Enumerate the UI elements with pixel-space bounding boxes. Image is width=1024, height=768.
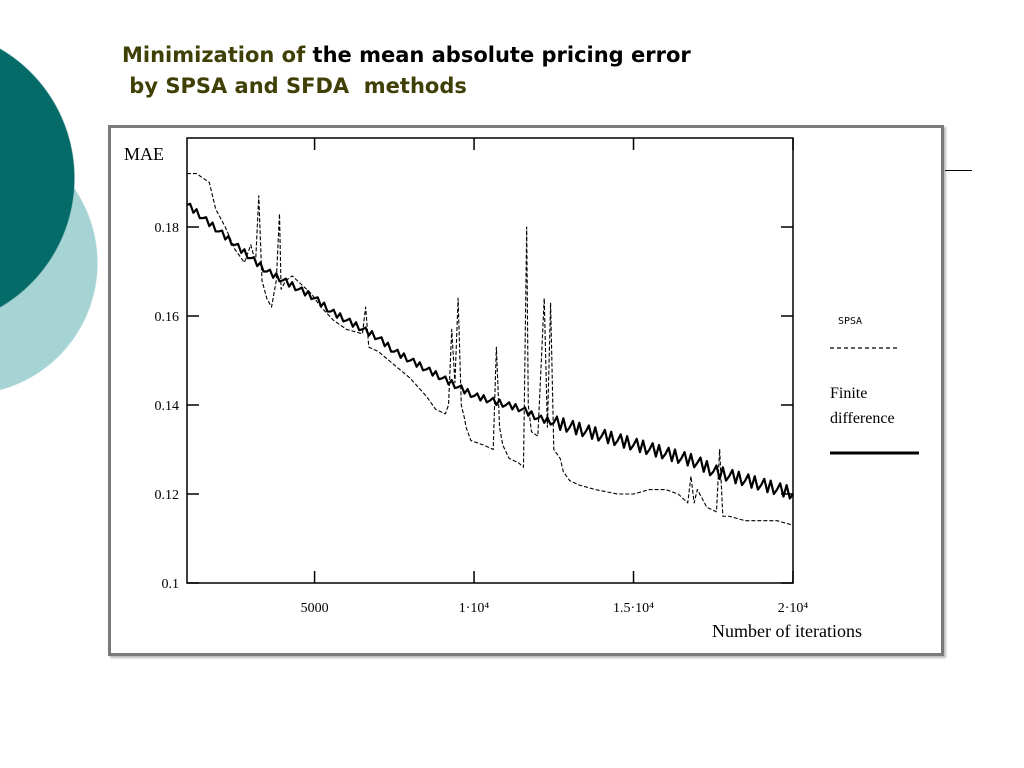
plot-area (186, 137, 794, 584)
decorative-circles (0, 0, 100, 400)
slide-title: Minimization of the mean absolute pricin… (122, 40, 691, 102)
x-tick-label: 1·10⁴ (459, 601, 490, 616)
y-tick-label: 0.12 (155, 488, 180, 503)
decorative-line (945, 170, 972, 171)
title-part2: the mean absolute pricing error (305, 43, 691, 67)
legend-label-spsa: SPSA (838, 316, 862, 327)
x-tick-label: 1.5·10⁴ (613, 601, 654, 616)
series-line-finite-difference (186, 202, 794, 500)
x-tick-label: 5000 (301, 601, 329, 616)
title-line2: by SPSA and SFDA methods (122, 74, 467, 98)
x-axis-title: Number of iterations (712, 621, 862, 641)
series-line-spsa (187, 173, 794, 526)
legend-label-finite-2: difference (830, 410, 895, 427)
y-tick-label: 0.14 (155, 399, 180, 414)
y-tick-label: 0.18 (155, 221, 180, 236)
title-part1: Minimization of (122, 43, 306, 67)
chart-frame (108, 125, 944, 656)
legend-label-finite-1: Finite (830, 385, 867, 402)
y-tick-label: 0.16 (155, 310, 180, 325)
x-tick-label: 2·10⁴ (778, 601, 809, 616)
y-axis-title: MAE (124, 144, 164, 164)
y-tick-label: 0.1 (162, 577, 180, 592)
